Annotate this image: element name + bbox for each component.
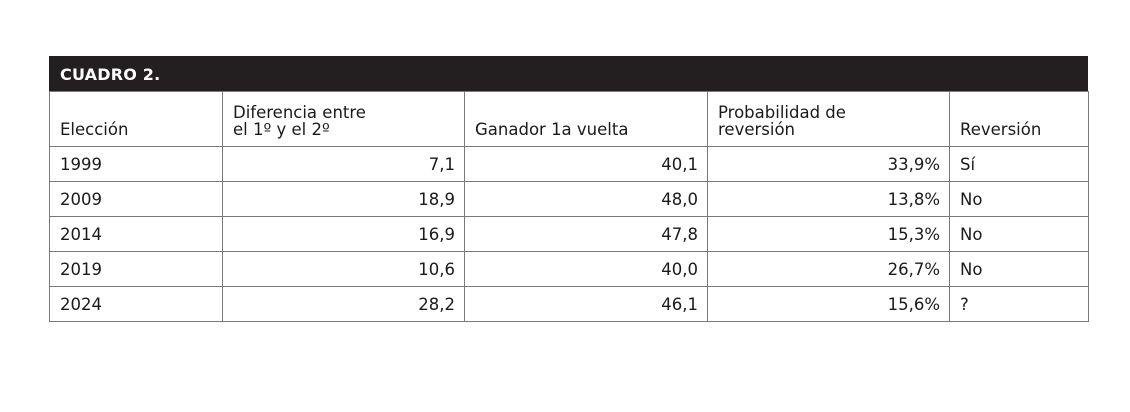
- cell-eleccion: 2014: [49, 216, 223, 252]
- header-ganador-label: Ganador 1a vuelta: [475, 120, 629, 139]
- header-reversion: Reversión: [949, 91, 1089, 147]
- table-row: 2019 10,6 40,0 26,7% No: [49, 251, 1089, 287]
- election-table: Elección Diferencia entre el 1º y el 2º …: [49, 91, 1089, 322]
- cell-ganador: 48,0: [464, 181, 708, 217]
- table-body: 1999 7,1 40,1 33,9% Sí 2009 18,9 48,0 13…: [49, 146, 1089, 322]
- cell-reversion: No: [949, 216, 1089, 252]
- cell-ganador: 40,0: [464, 251, 708, 287]
- header-reversion-label: Reversión: [960, 120, 1042, 139]
- cell-eleccion: 2019: [49, 251, 223, 287]
- header-row: Elección Diferencia entre el 1º y el 2º …: [49, 91, 1089, 147]
- cell-diferencia: 7,1: [222, 146, 465, 182]
- cell-ganador: 46,1: [464, 286, 708, 322]
- cell-probabilidad: 15,3%: [707, 216, 950, 252]
- cell-reversion: No: [949, 181, 1089, 217]
- cell-diferencia: 28,2: [222, 286, 465, 322]
- table-row: 2014 16,9 47,8 15,3% No: [49, 216, 1089, 252]
- cell-probabilidad: 13,8%: [707, 181, 950, 217]
- cell-eleccion: 2009: [49, 181, 223, 217]
- table-row: 2024 28,2 46,1 15,6% ?: [49, 286, 1089, 322]
- cell-ganador: 40,1: [464, 146, 708, 182]
- header-eleccion: Elección: [49, 91, 223, 147]
- header-diferencia-line1: Diferencia entre: [233, 103, 366, 122]
- cell-probabilidad: 15,6%: [707, 286, 950, 322]
- header-eleccion-label: Elección: [60, 120, 129, 139]
- cell-reversion: No: [949, 251, 1089, 287]
- data-table-container: CUADRO 2. Elección Diferencia entre el 1…: [49, 56, 1089, 322]
- cell-diferencia: 16,9: [222, 216, 465, 252]
- cell-diferencia: 10,6: [222, 251, 465, 287]
- header-probabilidad: Probabilidad de reversión: [707, 91, 950, 147]
- table-row: 2009 18,9 48,0 13,8% No: [49, 181, 1089, 217]
- table-row: 1999 7,1 40,1 33,9% Sí: [49, 146, 1089, 182]
- cell-reversion: ?: [949, 286, 1089, 322]
- cell-ganador: 47,8: [464, 216, 708, 252]
- cell-diferencia: 18,9: [222, 181, 465, 217]
- cell-reversion: Sí: [949, 146, 1089, 182]
- header-probabilidad-line2: reversión: [718, 120, 796, 139]
- table-header: Elección Diferencia entre el 1º y el 2º …: [49, 91, 1089, 147]
- cell-eleccion: 2024: [49, 286, 223, 322]
- header-ganador: Ganador 1a vuelta: [464, 91, 708, 147]
- cell-eleccion: 1999: [49, 146, 223, 182]
- header-diferencia-line2: el 1º y el 2º: [233, 120, 330, 139]
- table-title: CUADRO 2.: [49, 56, 1088, 91]
- cell-probabilidad: 26,7%: [707, 251, 950, 287]
- header-diferencia: Diferencia entre el 1º y el 2º: [222, 91, 465, 147]
- cell-probabilidad: 33,9%: [707, 146, 950, 182]
- header-probabilidad-line1: Probabilidad de: [718, 103, 846, 122]
